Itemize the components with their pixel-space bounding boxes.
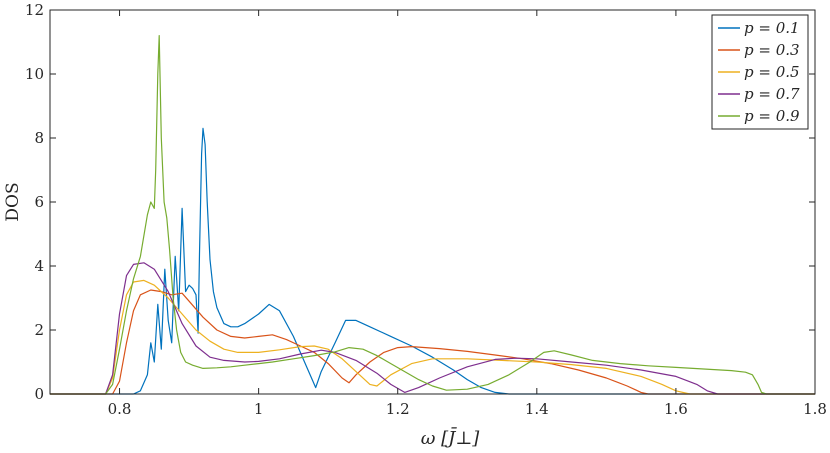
series-line-1 bbox=[50, 127, 815, 395]
y-tick-label: 12 bbox=[25, 1, 44, 19]
y-tick-label: 4 bbox=[34, 257, 44, 275]
series-line-2 bbox=[50, 289, 815, 395]
x-tick-label: 1.4 bbox=[525, 400, 549, 418]
y-tick-label: 6 bbox=[34, 193, 44, 211]
plot-area: 0.8 1 1.2 1.4 1.6 1.8 0 2 4 6 8 10 12 bbox=[25, 1, 827, 418]
y-tick-label: 8 bbox=[34, 129, 44, 147]
y-tick-label: 10 bbox=[25, 65, 44, 83]
x-tick-label: 1.2 bbox=[386, 400, 410, 418]
x-tick-label: 1.6 bbox=[664, 400, 688, 418]
x-tick-label: 0.8 bbox=[108, 400, 132, 418]
series-line-5 bbox=[50, 35, 815, 395]
legend-label: p = 0.1 bbox=[744, 19, 800, 37]
axes-box bbox=[49, 9, 816, 395]
legend-label: p = 0.3 bbox=[744, 41, 800, 59]
x-tick-label: 1.8 bbox=[803, 400, 827, 418]
y-tick-label: 2 bbox=[34, 321, 44, 339]
x-axis-label: ω [J̄⊥] bbox=[421, 426, 481, 449]
legend: p = 0.1 p = 0.3 p = 0.5 p = 0.7 p = 0.9 bbox=[711, 14, 809, 130]
legend-label: p = 0.7 bbox=[744, 85, 800, 103]
series-layer bbox=[50, 35, 815, 395]
legend-label: p = 0.5 bbox=[744, 63, 800, 81]
ticks-layer: 0.8 1 1.2 1.4 1.6 1.8 0 2 4 6 8 10 12 bbox=[25, 1, 827, 418]
y-tick-label: 0 bbox=[34, 385, 44, 403]
y-axis-label: DOS bbox=[3, 182, 23, 221]
legend-label: p = 0.9 bbox=[744, 107, 800, 125]
series-line-3 bbox=[50, 279, 815, 395]
x-tick-label: 1 bbox=[254, 400, 264, 418]
